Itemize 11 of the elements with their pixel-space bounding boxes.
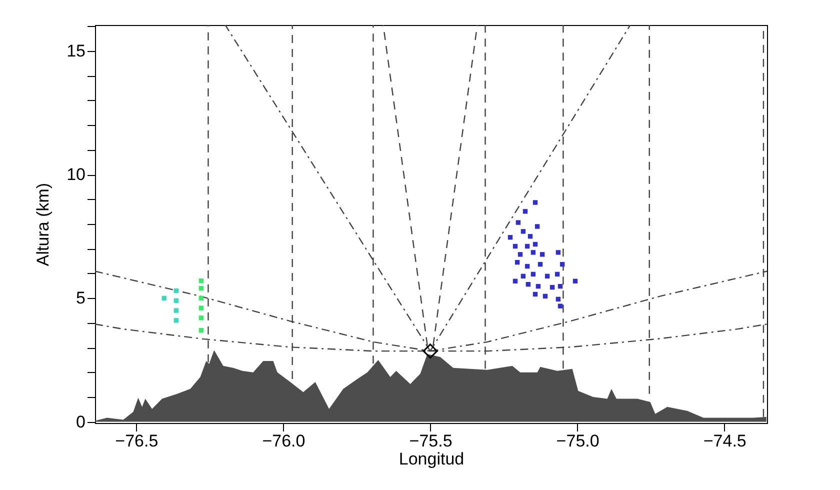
y-tick-label: 0 xyxy=(76,412,86,432)
x-tick-label: −75.5 xyxy=(409,432,452,450)
x-tick-label: −74.5 xyxy=(703,432,746,450)
x-axis-title: Longitud xyxy=(398,450,464,468)
y-tick-label: 5 xyxy=(76,288,86,308)
y-tick-label: 10 xyxy=(66,165,86,184)
y-tick-label: 15 xyxy=(66,41,86,60)
x-tick-label: −76.5 xyxy=(115,432,158,450)
x-tick-label: −76.0 xyxy=(262,432,306,450)
y-axis-title: Altura (km) xyxy=(34,182,53,266)
x-tick-label: −75.0 xyxy=(556,432,600,450)
